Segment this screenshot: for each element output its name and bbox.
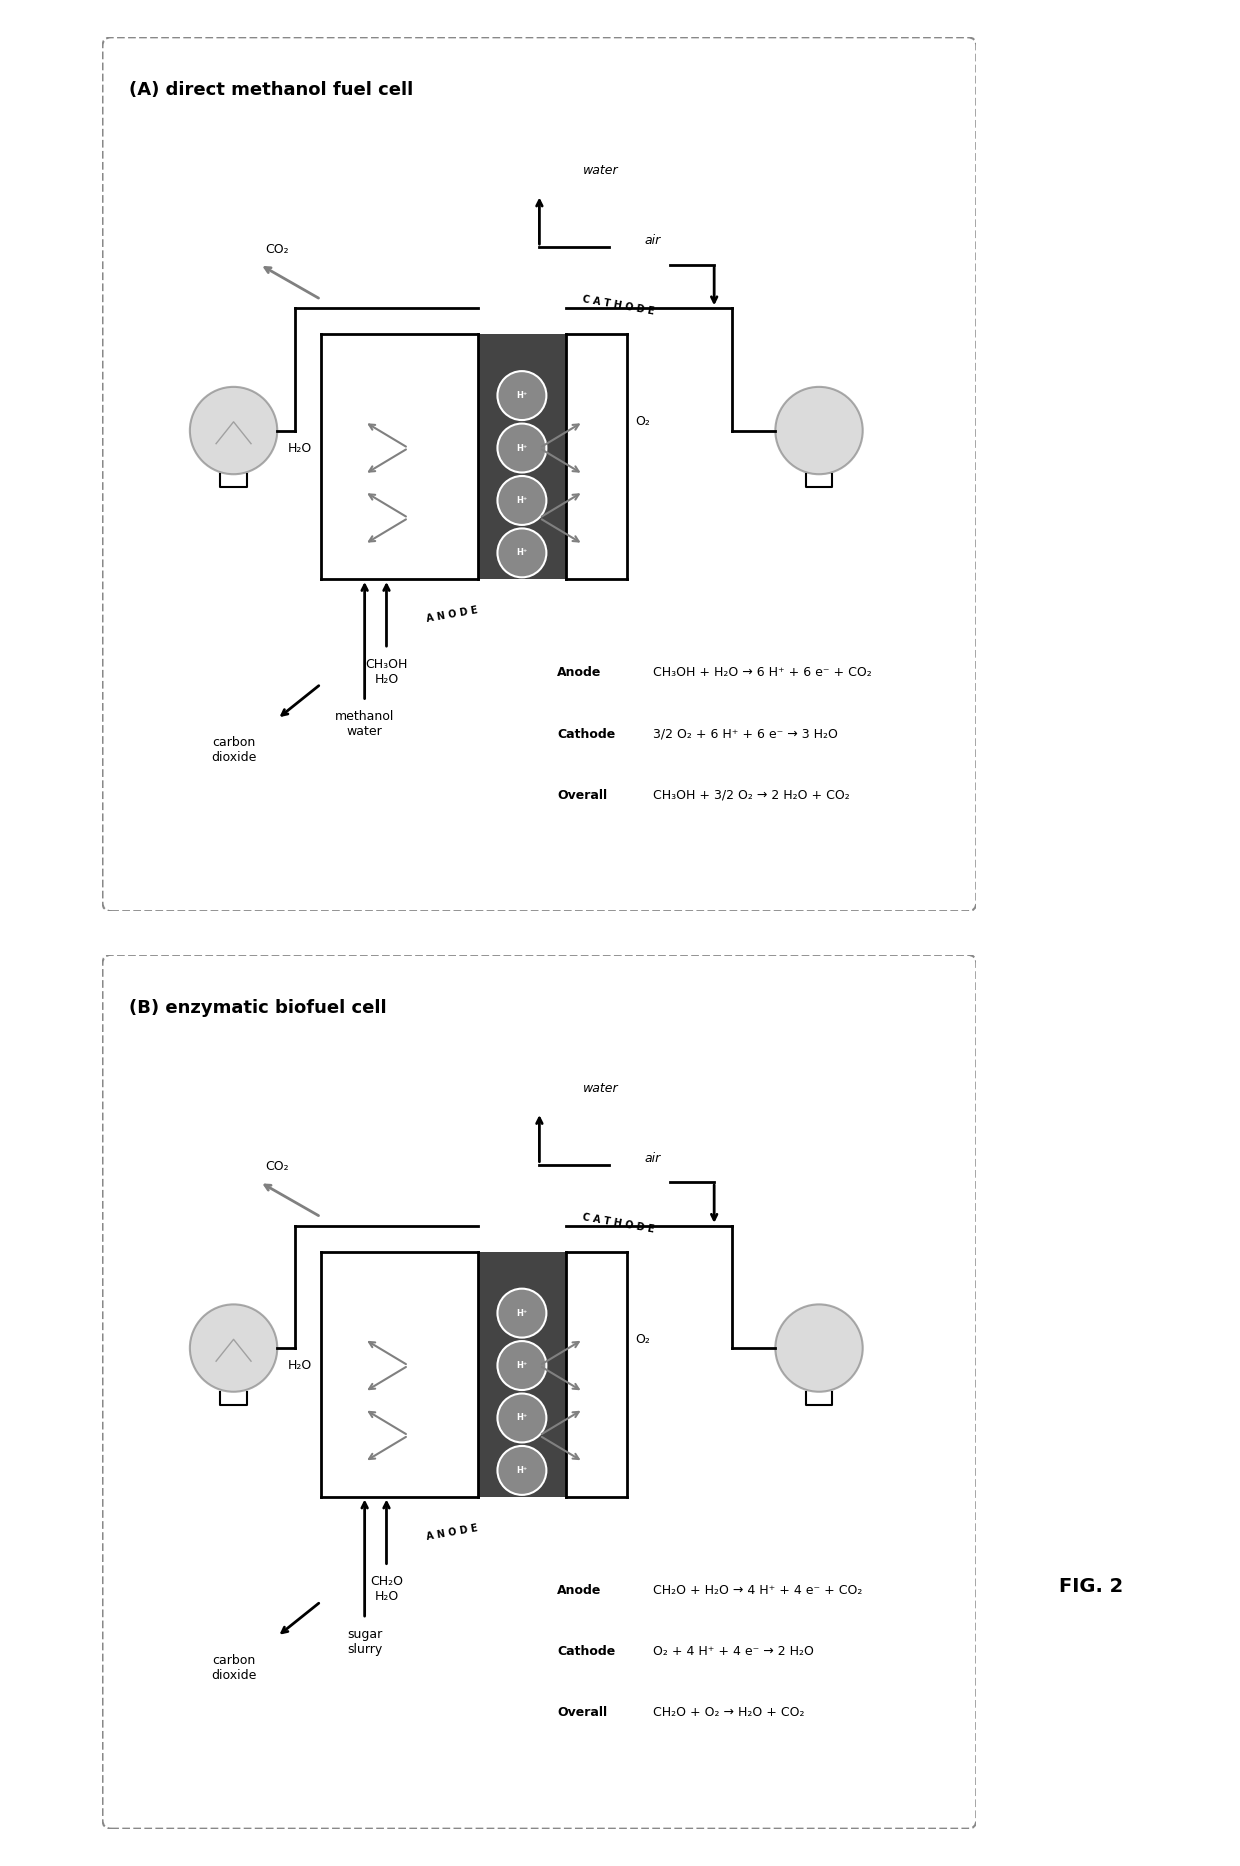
Text: water: water xyxy=(583,1082,619,1095)
Circle shape xyxy=(497,528,547,577)
Text: (A) direct methanol fuel cell: (A) direct methanol fuel cell xyxy=(129,80,413,99)
Text: CH₂O + H₂O → 4 H⁺ + 4 e⁻ + CO₂: CH₂O + H₂O → 4 H⁺ + 4 e⁻ + CO₂ xyxy=(653,1584,862,1597)
Text: H⁺: H⁺ xyxy=(516,1308,527,1317)
Text: 3/2 O₂ + 6 H⁺ + 6 e⁻ → 3 H₂O: 3/2 O₂ + 6 H⁺ + 6 e⁻ → 3 H₂O xyxy=(653,728,838,741)
Text: carbon
dioxide: carbon dioxide xyxy=(211,737,257,765)
Text: Anode: Anode xyxy=(557,666,601,679)
Circle shape xyxy=(775,386,863,474)
Text: air: air xyxy=(645,1151,661,1164)
FancyBboxPatch shape xyxy=(103,37,976,911)
Text: H⁺: H⁺ xyxy=(516,1413,527,1422)
Bar xyxy=(479,1252,565,1497)
Text: O₂: O₂ xyxy=(636,1332,651,1345)
Circle shape xyxy=(190,386,278,474)
Text: air: air xyxy=(645,233,661,246)
Text: methanol
water: methanol water xyxy=(335,711,394,739)
Text: A N O D E: A N O D E xyxy=(425,1523,479,1541)
Circle shape xyxy=(497,1446,547,1495)
Text: H⁺: H⁺ xyxy=(516,1360,527,1370)
Text: H⁺: H⁺ xyxy=(516,1467,527,1474)
Text: CH₂O + O₂ → H₂O + CO₂: CH₂O + O₂ → H₂O + CO₂ xyxy=(653,1706,805,1719)
Text: H⁺: H⁺ xyxy=(516,549,527,558)
Text: O₂: O₂ xyxy=(636,416,651,429)
Circle shape xyxy=(497,1394,547,1442)
Text: CO₂: CO₂ xyxy=(265,1161,289,1174)
Text: Overall: Overall xyxy=(557,1706,608,1719)
Text: H₂O: H₂O xyxy=(288,1358,312,1372)
Circle shape xyxy=(497,371,547,420)
Text: CH₂O
H₂O: CH₂O H₂O xyxy=(370,1575,403,1603)
Text: H⁺: H⁺ xyxy=(516,444,527,453)
Text: H⁺: H⁺ xyxy=(516,392,527,399)
Text: Overall: Overall xyxy=(557,789,608,802)
Circle shape xyxy=(775,1304,863,1392)
Text: sugar
slurry: sugar slurry xyxy=(347,1627,382,1655)
Circle shape xyxy=(497,424,547,472)
Text: C A T H O D E: C A T H O D E xyxy=(582,1213,655,1235)
Text: Cathode: Cathode xyxy=(557,728,615,741)
Text: water: water xyxy=(583,164,619,177)
Text: Cathode: Cathode xyxy=(557,1646,615,1659)
Text: H⁺: H⁺ xyxy=(516,496,527,506)
Text: carbon
dioxide: carbon dioxide xyxy=(211,1653,257,1681)
Bar xyxy=(479,334,565,578)
Text: CH₃OH + H₂O → 6 H⁺ + 6 e⁻ + CO₂: CH₃OH + H₂O → 6 H⁺ + 6 e⁻ + CO₂ xyxy=(653,666,872,679)
Text: CO₂: CO₂ xyxy=(265,243,289,256)
Text: O₂ + 4 H⁺ + 4 e⁻ → 2 H₂O: O₂ + 4 H⁺ + 4 e⁻ → 2 H₂O xyxy=(653,1646,813,1659)
Text: Anode: Anode xyxy=(557,1584,601,1597)
FancyBboxPatch shape xyxy=(103,955,976,1829)
Text: H₂O: H₂O xyxy=(288,442,312,455)
Text: C A T H O D E: C A T H O D E xyxy=(582,295,655,317)
Text: A N O D E: A N O D E xyxy=(425,605,479,625)
Circle shape xyxy=(497,1342,547,1390)
Text: (B) enzymatic biofuel cell: (B) enzymatic biofuel cell xyxy=(129,998,387,1017)
Circle shape xyxy=(190,1304,278,1392)
Text: CH₃OH
H₂O: CH₃OH H₂O xyxy=(366,657,408,685)
Text: CH₃OH + 3/2 O₂ → 2 H₂O + CO₂: CH₃OH + 3/2 O₂ → 2 H₂O + CO₂ xyxy=(653,789,849,802)
Circle shape xyxy=(497,1289,547,1338)
Text: FIG. 2: FIG. 2 xyxy=(1059,1577,1123,1595)
Circle shape xyxy=(497,476,547,524)
